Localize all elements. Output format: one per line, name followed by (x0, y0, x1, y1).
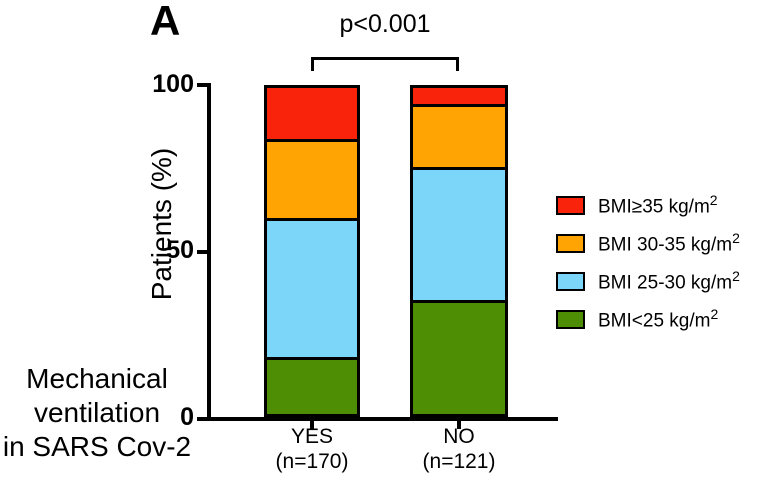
x-category-yes-n: (n=170) (275, 450, 349, 473)
legend-label-bmi-25-30: BMI 25-30 kg/m2 (598, 268, 740, 294)
x-axis-group-title-line1: Mechanical (26, 363, 168, 394)
x-axis-group-title: Mechanical ventilation in SARS Cov-2 (0, 362, 194, 464)
legend-label-sup: 2 (710, 305, 719, 322)
legend-swatch-green (556, 309, 585, 329)
bar-segment (267, 357, 357, 414)
stacked-bar-no (410, 85, 508, 417)
legend-label-bmi-ge-35: BMI≥35 kg/m2 (598, 192, 718, 218)
y-tick-label-100: 100 (152, 70, 194, 98)
legend-label-text: BMI≥35 kg/m (598, 196, 710, 218)
y-tick-label-0: 0 (180, 403, 194, 431)
significance-bracket (311, 57, 459, 71)
legend-label-bmi-30-35: BMI 30-35 kg/m2 (598, 230, 740, 256)
bar-segment (267, 138, 357, 218)
x-category-no-text: NO (443, 425, 475, 448)
y-tick-50 (197, 250, 207, 254)
legend-label-sup: 2 (732, 229, 740, 246)
x-tick-no (457, 421, 461, 429)
bar-segment (267, 217, 357, 358)
legend-item-bmi-lt-25: BMI<25 kg/m2 (556, 300, 740, 338)
legend-item-bmi-30-35: BMI 30-35 kg/m2 (556, 224, 740, 262)
y-axis-line (207, 83, 211, 421)
legend-label-text: BMI<25 kg/m (598, 310, 711, 332)
legend: BMI≥35 kg/m2 BMI 30-35 kg/m2 BMI 25-30 k… (556, 186, 740, 338)
y-tick-0 (197, 417, 207, 421)
significance-text: p<0.001 (339, 10, 431, 38)
x-category-label-no: NO (n=121) (399, 424, 519, 474)
y-tick-100 (197, 83, 207, 87)
bar-segment (413, 103, 505, 168)
x-tick-yes (310, 421, 314, 429)
legend-label-sup: 2 (709, 191, 718, 208)
x-axis-group-title-line3: in SARS Cov-2 (2, 431, 192, 462)
legend-swatch-red (556, 195, 585, 215)
x-category-no-n: (n=121) (422, 450, 496, 473)
x-axis-line (207, 417, 558, 421)
x-category-yes-text: YES (290, 425, 334, 448)
y-tick-label-50: 50 (166, 236, 194, 264)
legend-label-sup: 2 (732, 267, 740, 284)
bar-segment (413, 167, 505, 301)
bar-segment (413, 300, 505, 414)
panel-label: A (150, 0, 181, 44)
bar-segment (267, 88, 357, 139)
stacked-bar-yes (264, 85, 360, 417)
x-category-label-yes: YES (n=170) (252, 424, 372, 474)
legend-swatch-blue (556, 271, 585, 291)
legend-label-text: BMI 25-30 kg/m (598, 272, 733, 294)
legend-item-bmi-ge-35: BMI≥35 kg/m2 (556, 186, 740, 224)
legend-item-bmi-25-30: BMI 25-30 kg/m2 (556, 262, 740, 300)
legend-label-text: BMI 30-35 kg/m (598, 234, 733, 256)
x-axis-group-title-line2: ventilation (33, 397, 161, 428)
y-axis-title: Patients (%) (146, 147, 177, 301)
legend-label-bmi-lt-25: BMI<25 kg/m2 (598, 306, 718, 332)
bar-segment (413, 88, 505, 104)
legend-swatch-orange (556, 233, 585, 253)
